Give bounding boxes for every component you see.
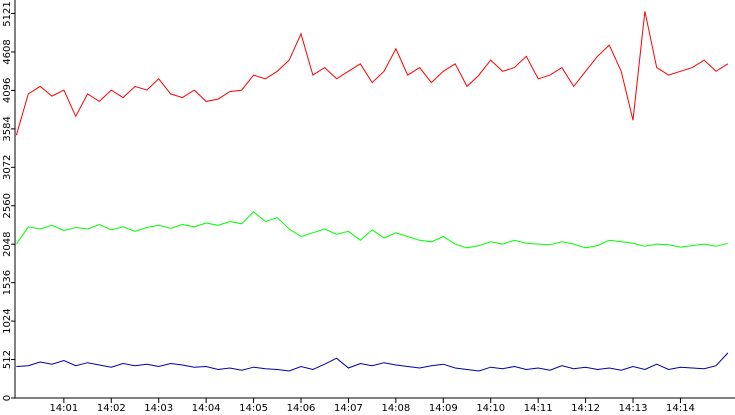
x-tick-label: 14:06	[287, 403, 316, 414]
x-tick-label: 14:04	[192, 403, 221, 414]
x-tick-label: 14:07	[334, 403, 363, 414]
x-tick-label: 14:14	[666, 403, 695, 414]
y-tick-label: 5121	[2, 1, 13, 26]
series-line	[15, 211, 729, 249]
series-line	[15, 11, 729, 136]
y-tick-label: 0	[2, 395, 13, 401]
x-tick-label: 14:02	[97, 403, 126, 414]
x-tick-label: 14:11	[524, 403, 553, 414]
x-tick-label: 14:01	[49, 403, 78, 414]
y-tick-label: 2048	[2, 231, 13, 256]
plot-area	[15, 11, 729, 372]
x-tick-label: 14:12	[571, 403, 600, 414]
x-tick-label: 14:13	[619, 403, 648, 414]
y-tick-label: 1024	[2, 308, 13, 333]
y-tick-label: 512	[2, 350, 13, 369]
series-line	[16, 352, 729, 372]
x-tick-label: 14:10	[476, 403, 505, 414]
y-tick-label: 3584	[2, 116, 13, 141]
y-tick-label: 4096	[2, 78, 13, 103]
x-tick-label: 14:08	[381, 403, 410, 414]
x-tick-label: 14:05	[239, 403, 268, 414]
y-tick-label: 1536	[2, 270, 13, 295]
x-tick-label: 14:09	[429, 403, 458, 414]
y-tick-label: 2560	[2, 193, 13, 218]
y-tick-label: 4608	[2, 39, 13, 64]
x-tick-label: 14:03	[144, 403, 173, 414]
y-tick-label: 3072	[2, 155, 13, 180]
